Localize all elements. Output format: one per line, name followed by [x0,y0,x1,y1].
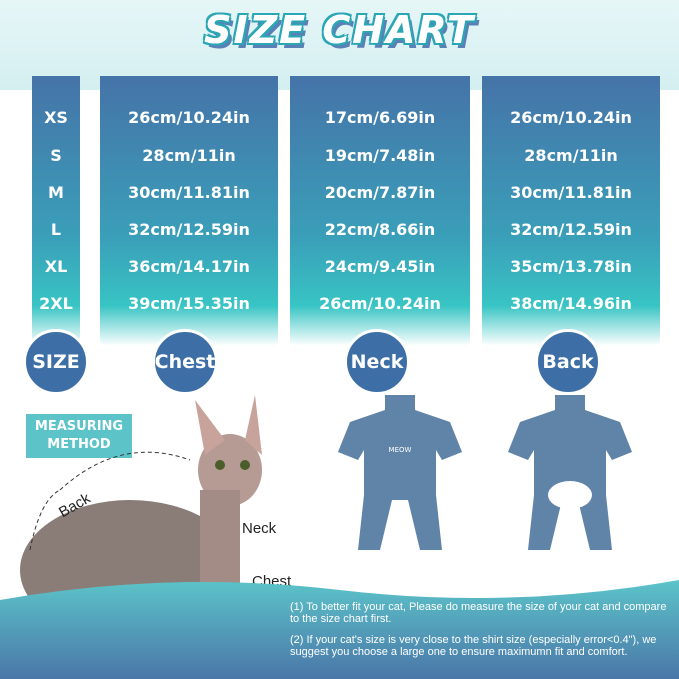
chest-cell: 28cm/11in [142,146,236,165]
back-cell: 35cm/13.78in [510,257,632,276]
garment-front: MEOW [338,395,462,550]
chest-cell: 26cm/10.24in [128,108,250,127]
chest-cell: 30cm/11.81in [128,183,250,202]
note-2: (2) If your cat's size is very close to … [290,634,657,658]
size-header: SIZE [23,329,89,395]
neck-cell: 19cm/7.48in [324,146,436,165]
size-cell: M [48,183,64,202]
chest-cell: 39cm/15.35in [128,294,250,313]
neck-cell: 17cm/6.69in [324,108,436,127]
neck-cell: 22cm/8.66in [324,220,436,239]
chest-header: Chest [152,329,218,395]
back-column: 26cm/10.24in 28cm/11in 30cm/11.81in 32cm/12… [482,76,660,346]
neck-cell: 20cm/7.87in [324,183,436,202]
header-band [0,0,679,90]
page-title: SIZE CHART [204,8,475,52]
back-cell: 38cm/14.96in [510,294,632,313]
back-cell: 32cm/12.59in [510,220,632,239]
size-cell: XS [44,108,68,127]
neck-label: Neck [242,520,277,537]
badge-line-2: METHOD [47,437,111,452]
size-cell: L [50,220,62,239]
size-cell: 2XL [39,294,73,313]
badge-line-1: MEASURING [34,419,124,434]
neck-header: Neck [344,329,410,395]
measuring-method-badge: MEASURING METHOD [26,414,132,458]
neck-cell: 26cm/10.24in [319,294,441,313]
size-cell: S [50,146,62,165]
back-cell: 28cm/11in [524,146,618,165]
chest-cell: 36cm/14.17in [128,257,250,276]
back-cell: 30cm/11.81in [510,183,632,202]
size-cell: XL [44,257,68,276]
back-cell: 26cm/10.24in [510,108,632,127]
garment-back [508,395,632,550]
note-1: (1) To better fit your cat, Please do me… [290,601,667,625]
neck-column: 17cm/6.69in 19cm/7.48in 20cm/7.87in 22cm/8.… [290,76,470,346]
footer-wave [0,580,679,679]
size-column: XS S M L XL 2XL [32,76,80,346]
neck-cell: 24cm/9.45in [324,257,436,276]
chest-cell: 32cm/12.59in [128,220,250,239]
back-header: Back [535,329,601,395]
garment-print: MEOW [389,446,412,454]
chest-column: 26cm/10.24in 28cm/11in 30cm/11.81in 32cm/12… [100,76,278,346]
